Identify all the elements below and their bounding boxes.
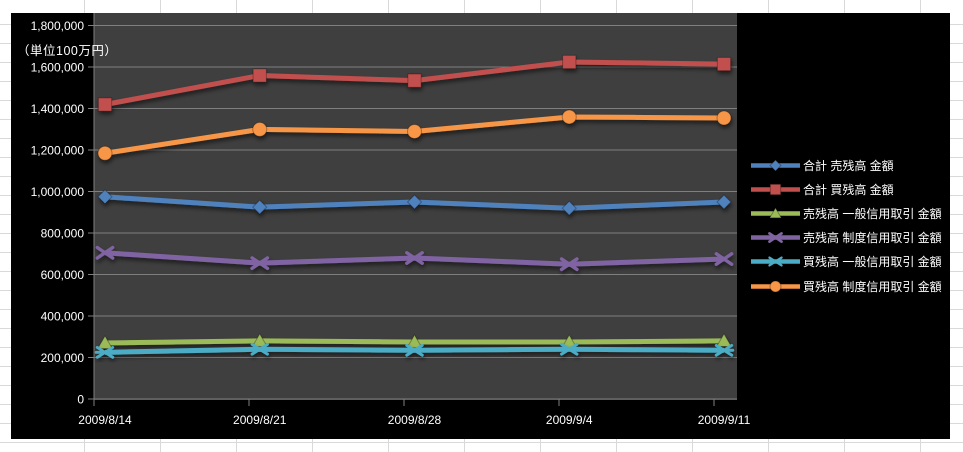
- series-marker-diamond-icon[interactable]: [769, 158, 782, 172]
- series-marker-triangle-icon[interactable]: [406, 333, 423, 349]
- legend-label: 合計 売残高 金額: [803, 158, 894, 173]
- x-tick-label: 2009/9/11: [698, 413, 751, 427]
- legend-label: 買残高 一般信用取引 金額: [803, 255, 942, 270]
- series-marker-x-icon[interactable]: [714, 252, 734, 266]
- y-tick-label: 1,600,000: [31, 61, 85, 75]
- chart-legend: 合計 売残高 金額 合計 買残高 金額売残高 一般信用取引 金額 売残高 制度信用取…: [750, 153, 942, 298]
- series-marker-triangle-icon[interactable]: [768, 206, 783, 219]
- series-marker-asterisk-icon[interactable]: [559, 342, 580, 356]
- series-marker-diamond-icon[interactable]: [561, 200, 577, 216]
- legend-item[interactable]: 買残高 一般信用取引 金額: [750, 250, 942, 274]
- series-marker-diamond-icon[interactable]: [97, 189, 113, 205]
- series-5[interactable]: [97, 109, 732, 161]
- series-marker-x-icon[interactable]: [559, 257, 579, 272]
- y-tick-label: 1,200,000: [31, 144, 85, 158]
- series-marker-square-icon[interactable]: [407, 73, 422, 88]
- legend-key-x-icon: [751, 232, 800, 244]
- series-marker-square-icon[interactable]: [716, 56, 732, 72]
- legend-key-square-icon: [751, 183, 800, 196]
- series-2[interactable]: [96, 332, 733, 350]
- series-marker-asterisk-icon[interactable]: [249, 342, 270, 356]
- legend-label: 売残高 一般信用取引 金額: [803, 206, 942, 221]
- legend-item[interactable]: 売残高 制度信用取引 金額: [750, 226, 942, 250]
- x-tick-label: 2009/8/14: [78, 413, 132, 427]
- legend-item[interactable]: 合計 売残高 金額: [750, 153, 942, 177]
- series-marker-circle-icon[interactable]: [97, 145, 113, 161]
- series-marker-circle-icon[interactable]: [716, 110, 732, 126]
- series-4[interactable]: [94, 342, 735, 359]
- legend-key-diamond-icon: [751, 158, 800, 172]
- x-tick-label: 2009/9/4: [546, 413, 593, 427]
- x-tick-label: 2009/8/28: [388, 413, 442, 427]
- series-marker-square-icon[interactable]: [252, 68, 267, 83]
- legend-key-circle-icon: [751, 280, 800, 293]
- legend-key-triangle-icon: [751, 206, 800, 219]
- axes: [88, 13, 737, 406]
- series-marker-circle-icon[interactable]: [769, 280, 782, 293]
- y-tick-label: 400,000: [41, 310, 85, 324]
- y-tick-label: 1,000,000: [31, 185, 85, 199]
- series-marker-x-icon[interactable]: [95, 245, 115, 260]
- y-tick-label: 1,800,000: [31, 19, 85, 33]
- y-tick-label: 0: [77, 393, 84, 407]
- series-marker-diamond-icon[interactable]: [406, 194, 423, 210]
- series-marker-x-icon[interactable]: [405, 251, 424, 265]
- series-marker-asterisk-icon[interactable]: [94, 345, 116, 359]
- series-marker-triangle-icon[interactable]: [715, 332, 733, 348]
- axis-unit-label: （単位100万円）: [17, 44, 118, 58]
- series-marker-asterisk-icon[interactable]: [713, 343, 735, 357]
- legend-label: 売残高 制度信用取引 金額: [803, 231, 942, 246]
- legend-item[interactable]: 売残高 一般信用取引 金額: [750, 201, 942, 225]
- legend-item[interactable]: 買残高 制度信用取引 金額: [750, 274, 942, 298]
- series-marker-circle-icon[interactable]: [561, 109, 577, 125]
- series-marker-triangle-icon[interactable]: [96, 335, 114, 350]
- x-tick-label: 2009/8/21: [233, 413, 287, 427]
- y-tick-label: 800,000: [41, 227, 85, 241]
- series-3[interactable]: [95, 245, 734, 272]
- y-tick-label: 600,000: [41, 268, 85, 282]
- series-marker-asterisk-icon[interactable]: [767, 256, 784, 267]
- series-0[interactable]: [97, 189, 732, 216]
- y-tick-label: 200,000: [41, 351, 85, 365]
- legend-label: 合計 買残高 金額: [803, 182, 894, 197]
- series-marker-diamond-icon[interactable]: [716, 194, 732, 210]
- series-marker-square-icon[interactable]: [769, 183, 782, 196]
- series-marker-square-icon[interactable]: [562, 54, 577, 70]
- series-1[interactable]: [97, 54, 732, 112]
- series-marker-asterisk-icon[interactable]: [404, 343, 425, 357]
- series-marker-diamond-icon[interactable]: [252, 199, 268, 215]
- legend-label: 買残高 制度信用取引 金額: [803, 279, 942, 294]
- series-marker-x-icon[interactable]: [768, 232, 783, 244]
- series-marker-x-icon[interactable]: [250, 256, 270, 271]
- y-tick-label: 1,400,000: [31, 102, 85, 116]
- series-marker-circle-icon[interactable]: [407, 123, 422, 139]
- series-marker-triangle-icon[interactable]: [251, 332, 268, 348]
- legend-key-asterisk-icon: [751, 256, 800, 267]
- y-gridlines: [94, 25, 737, 359]
- series-marker-circle-icon[interactable]: [252, 121, 268, 137]
- series-marker-square-icon[interactable]: [97, 97, 113, 112]
- legend-item[interactable]: 合計 買残高 金額: [750, 177, 942, 201]
